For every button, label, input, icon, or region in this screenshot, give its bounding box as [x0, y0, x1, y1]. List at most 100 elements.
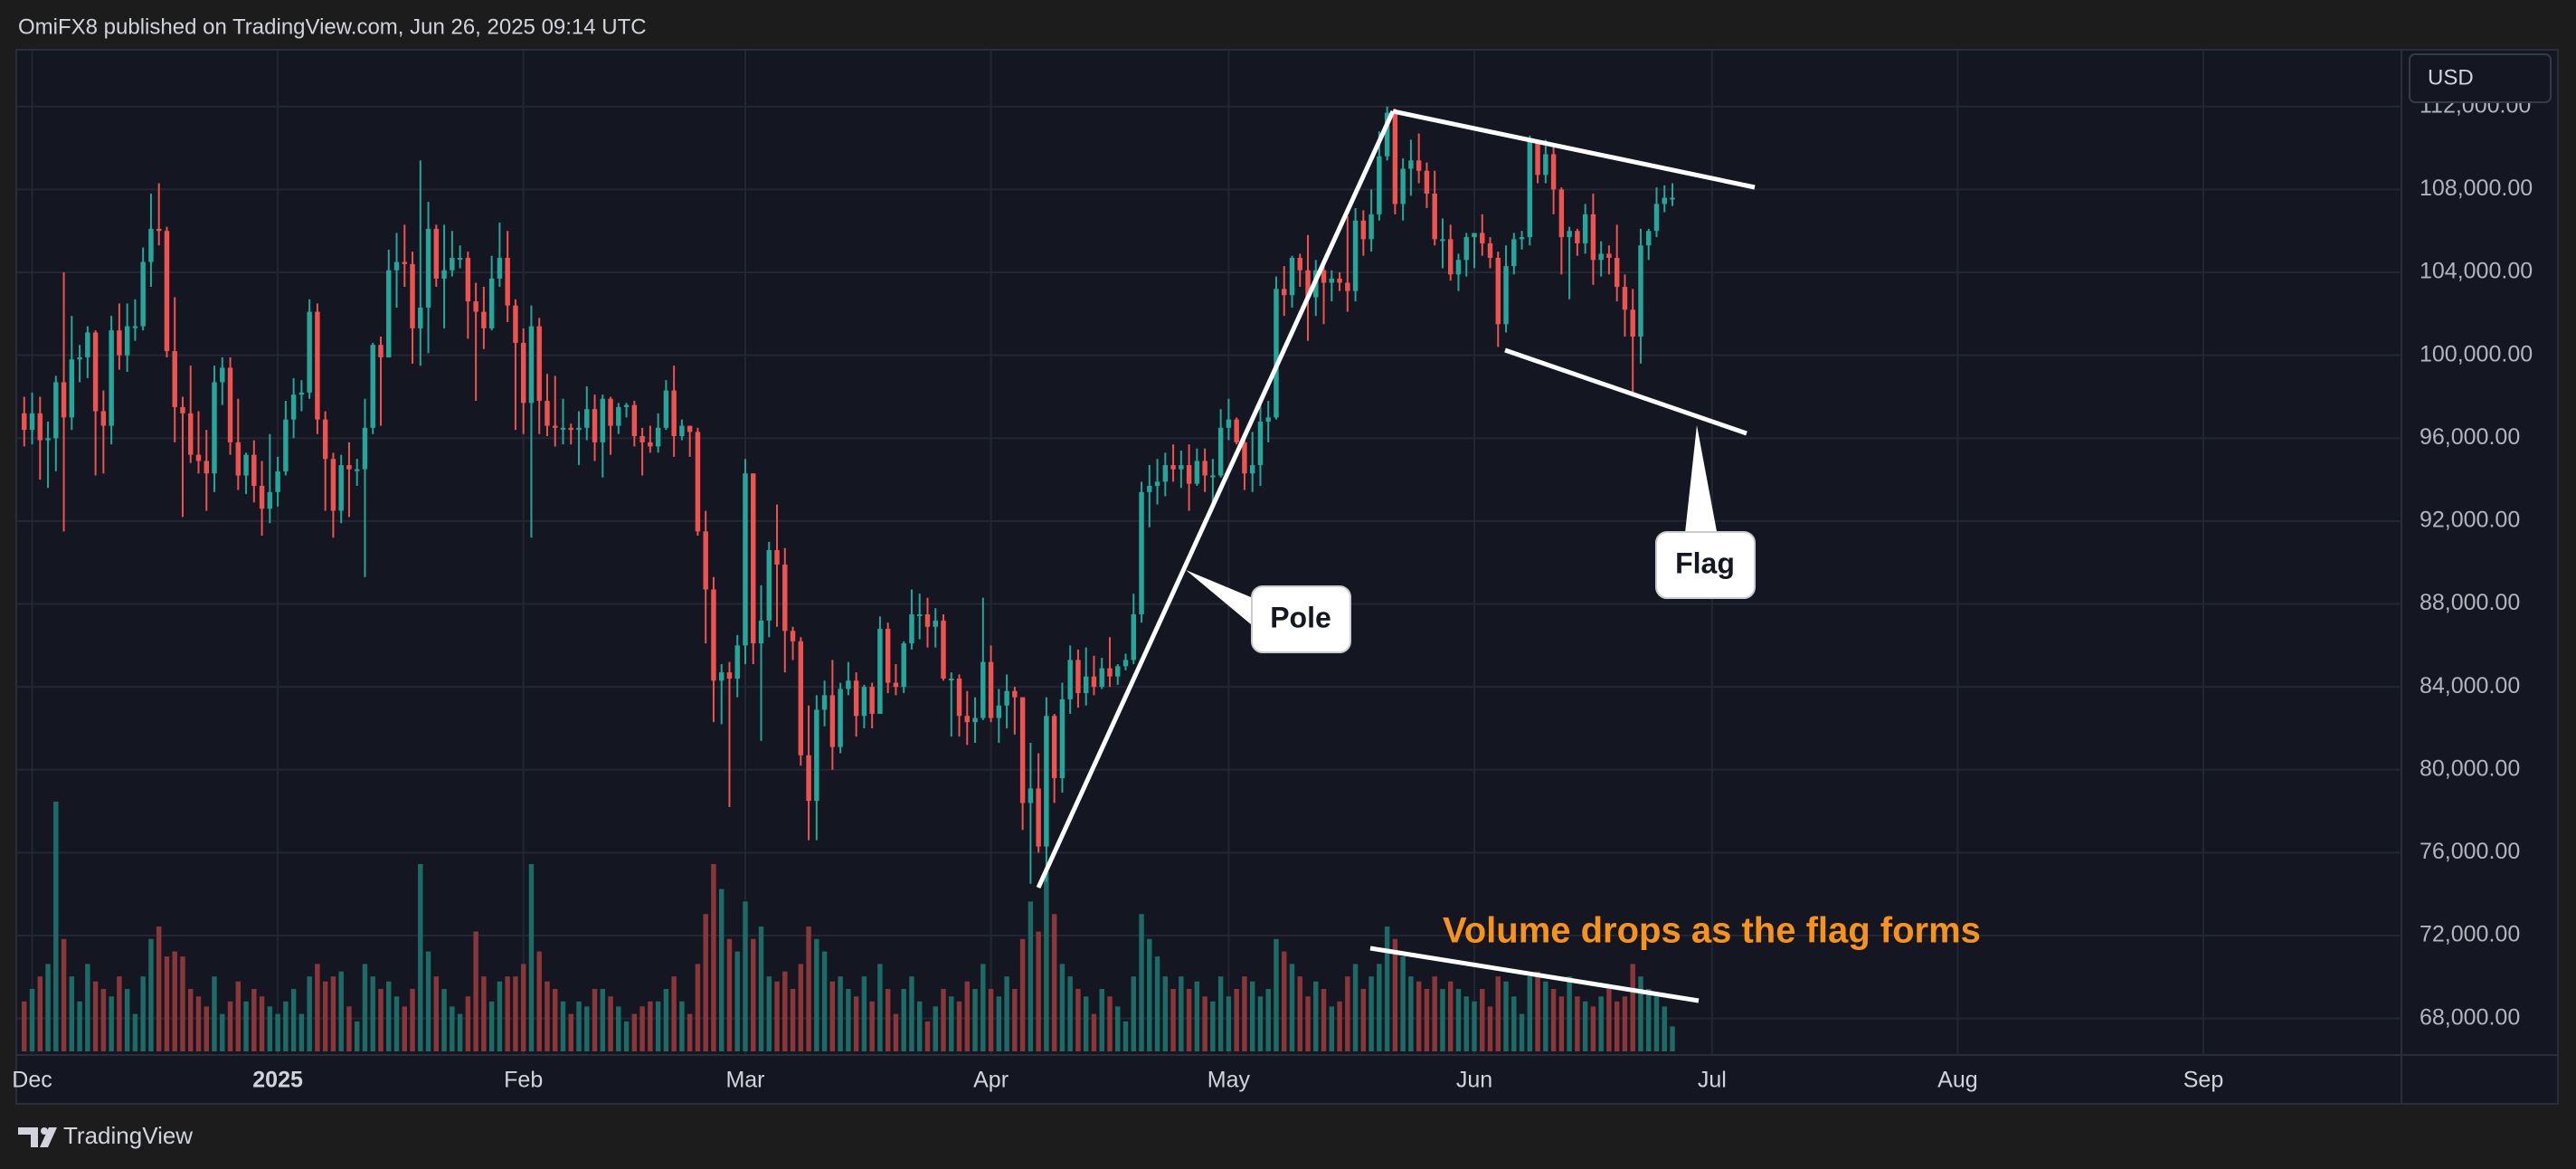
volume-bar: [433, 976, 440, 1051]
candle-body: [1083, 676, 1089, 694]
volume-bar: [1122, 1021, 1129, 1051]
candle-body: [505, 257, 510, 306]
candle-body: [354, 469, 360, 471]
candle-body: [1091, 676, 1097, 688]
candle-body: [980, 661, 986, 718]
candle-body: [307, 311, 312, 393]
volume-bar: [164, 956, 170, 1051]
volume-bar: [1091, 1013, 1097, 1051]
candle-body: [1503, 266, 1509, 325]
candle-body: [1162, 465, 1169, 482]
volume-bar: [1384, 927, 1390, 1051]
volume-bar: [100, 989, 107, 1051]
volume-bar: [117, 976, 122, 1051]
volume-bar: [1575, 996, 1580, 1051]
candle-body: [631, 404, 638, 436]
candle-body: [869, 687, 875, 714]
flag-bottom-line: [1504, 347, 1747, 436]
candle-body: [1543, 154, 1548, 176]
volume-bar: [1289, 964, 1295, 1051]
volume-bar: [988, 989, 994, 1051]
candle-body: [853, 680, 859, 717]
candle-body: [924, 613, 931, 627]
candle-body: [283, 419, 289, 471]
candle-body: [1606, 253, 1612, 258]
volume-bar: [1139, 914, 1144, 1051]
volume-bar: [362, 964, 368, 1051]
volume-bar: [1487, 1006, 1493, 1051]
candle-body: [1440, 239, 1445, 242]
candle-body: [1099, 668, 1104, 688]
volume-bar: [743, 901, 748, 1051]
volume-bar: [172, 951, 177, 1051]
y-tick-label: 100,000.00: [2420, 341, 2533, 366]
currency-button[interactable]: [2409, 53, 2552, 103]
volume-bar: [22, 1001, 27, 1051]
candle-body: [1154, 481, 1160, 486]
candle-body: [1036, 788, 1041, 847]
volume-bar: [1044, 871, 1049, 1051]
candle-body: [315, 311, 320, 420]
volume-bar: [1527, 976, 1533, 1051]
y-tick-label: 80,000.00: [2420, 756, 2520, 781]
volume-bar: [972, 989, 978, 1051]
candle-body: [877, 629, 883, 714]
volume-bar: [1107, 996, 1113, 1051]
volume-bar: [1622, 996, 1628, 1051]
volume-bar: [243, 1001, 249, 1051]
volume-bar: [751, 938, 756, 1051]
candle-body: [766, 549, 772, 621]
volume-bar: [1638, 976, 1643, 1051]
candle-body: [1122, 660, 1129, 667]
candle-body: [1131, 613, 1136, 661]
volume-bar: [1234, 989, 1239, 1051]
candle-body: [885, 629, 891, 683]
flag-label: Flag: [1675, 546, 1735, 579]
candle-body: [774, 549, 780, 565]
volume-bar: [1670, 1026, 1675, 1051]
candle-body: [1622, 287, 1628, 310]
volume-bar: [1329, 1006, 1335, 1051]
volume-bar: [283, 1001, 289, 1051]
candle-body: [195, 454, 202, 461]
candle-body: [536, 326, 542, 402]
candle-body: [1107, 668, 1113, 677]
y-tick-label: 104,000.00: [2420, 259, 2533, 284]
candle-body: [1463, 237, 1469, 261]
volume-bar: [275, 1013, 280, 1051]
candle-body: [1217, 427, 1224, 476]
candle-body: [61, 382, 67, 418]
volume-bar: [1083, 996, 1089, 1051]
volume-bar: [481, 976, 487, 1051]
candle-body: [1384, 112, 1390, 157]
volume-bar: [1170, 989, 1176, 1051]
candle-body: [814, 709, 819, 802]
candle-body: [726, 672, 733, 680]
candle-body: [616, 406, 621, 426]
candle-body: [259, 485, 265, 509]
candle-body: [1360, 220, 1367, 240]
volume-bar: [1511, 996, 1517, 1051]
volume-bar: [924, 1021, 931, 1051]
candle-body: [1377, 156, 1382, 214]
logo-slash: [40, 1127, 57, 1147]
volume-bar: [354, 1021, 360, 1051]
volume-bar: [402, 1006, 407, 1051]
volume-bar: [53, 802, 59, 1051]
candle-body: [298, 392, 305, 395]
candle-body: [608, 398, 613, 426]
candle-body: [553, 425, 558, 428]
volume-bar: [949, 996, 954, 1051]
volume-bar: [505, 976, 510, 1051]
volume-bar: [1455, 989, 1462, 1051]
candle-body: [790, 631, 796, 642]
y-tick-label: 68,000.00: [2420, 1004, 2520, 1030]
volume-bar: [560, 1001, 566, 1051]
candle-body: [513, 305, 518, 343]
candle-body: [528, 326, 535, 404]
brand-name: TradingView: [63, 1122, 193, 1149]
candle-body: [909, 613, 914, 644]
volume-bar: [790, 989, 796, 1051]
candle-body: [1242, 442, 1247, 474]
volume-bar: [109, 996, 114, 1051]
